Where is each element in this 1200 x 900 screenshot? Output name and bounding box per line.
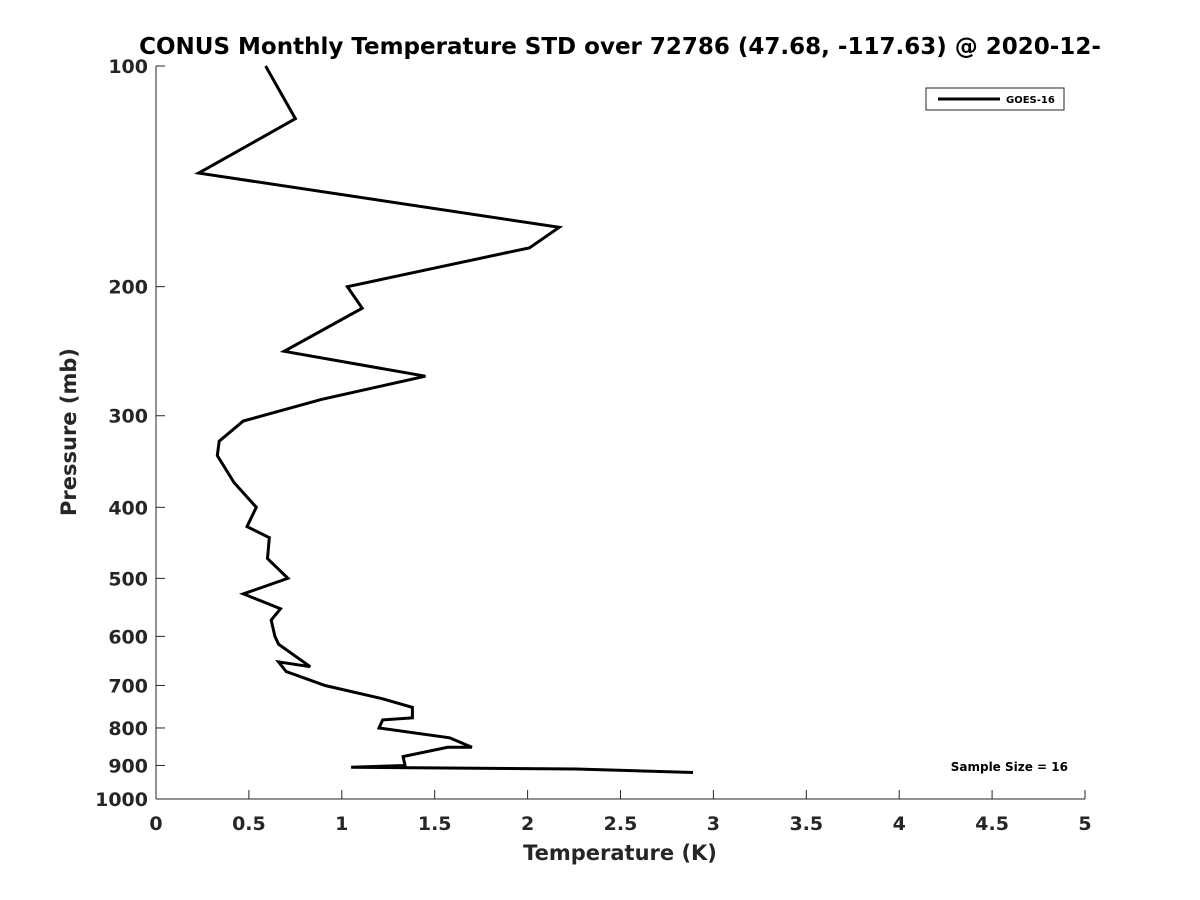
series-layer	[194, 65, 694, 774]
y-tick-label: 400	[108, 497, 148, 519]
x-tick-label: 3	[707, 813, 720, 835]
chart-title: CONUS Monthly Temperature STD over 72786…	[139, 34, 1101, 60]
x-tick-label: 2	[521, 813, 534, 835]
y-axis-label: Pressure (mb)	[57, 348, 81, 516]
y-tick-label: 800	[108, 718, 148, 740]
y-tick-label: 200	[108, 277, 148, 299]
x-tick-label: 2.5	[604, 813, 638, 835]
y-tick-label: 100	[108, 56, 148, 78]
x-ticks: 0 0.5 1 1.5 2 2.5 3 3.5 4 4.5 5	[149, 790, 1092, 835]
x-tick-label: 1	[335, 813, 348, 835]
x-tick-label: 5	[1078, 813, 1091, 835]
legend: GOES-16	[925, 87, 1065, 111]
y-tick-label: 1000	[95, 789, 148, 811]
series-line-goes-16	[194, 65, 694, 774]
y-ticks: 100 200 300 400 500 600 700 800 900 1000	[95, 56, 165, 811]
sample-size-annotation: Sample Size = 16	[951, 760, 1068, 774]
x-tick-label: 0.5	[232, 813, 266, 835]
x-tick-label: 4.5	[975, 813, 1009, 835]
y-tick-label: 700	[108, 675, 148, 697]
x-tick-label: 3.5	[789, 813, 823, 835]
x-axis-label: Temperature (K)	[523, 841, 717, 865]
y-tick-label: 500	[108, 568, 148, 590]
y-tick-label: 300	[108, 406, 148, 428]
x-tick-label: 4	[893, 813, 906, 835]
y-tick-label: 600	[108, 626, 148, 648]
x-tick-label: 0	[149, 813, 162, 835]
y-tick-label: 900	[108, 755, 148, 777]
x-tick-label: 1.5	[418, 813, 452, 835]
legend-label-goes-16: GOES-16	[1006, 95, 1055, 106]
plot-axes	[155, 66, 1085, 800]
